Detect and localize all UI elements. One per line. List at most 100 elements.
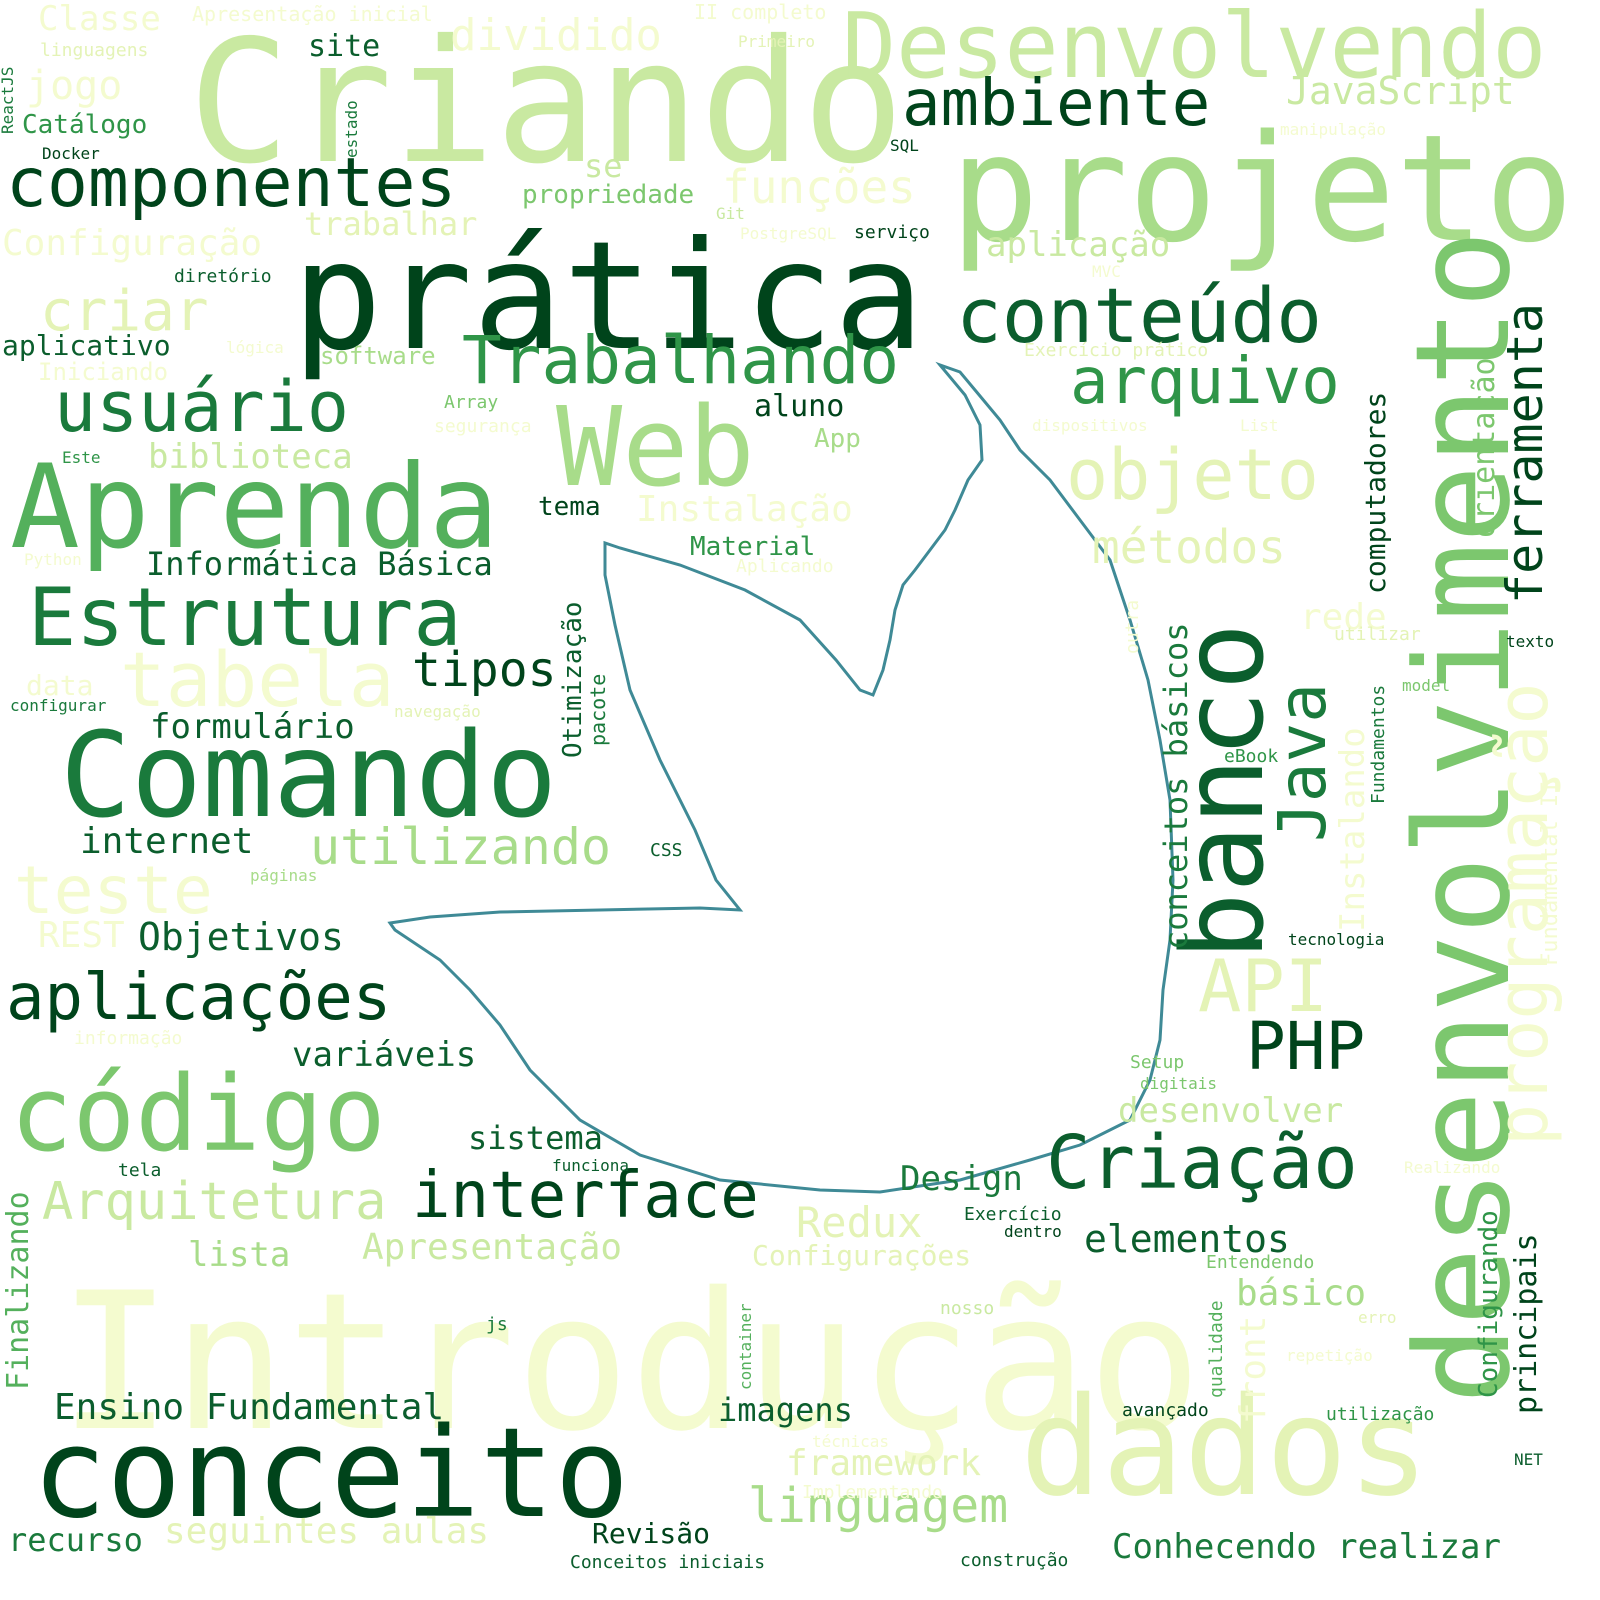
word-criacao: Criação [1046, 1120, 1358, 1206]
word-tabela: tabela [120, 635, 395, 724]
word-linguagens: linguagens [40, 40, 149, 61]
word-navegacao: navegação [394, 702, 481, 721]
word-instalando: Instalando [1333, 727, 1373, 932]
word-list: List [1240, 416, 1279, 435]
word-variaveis: variáveis [292, 1035, 477, 1075]
word-recurso: recurso [8, 1521, 143, 1559]
word-utilizando: utilizando [310, 818, 612, 876]
word-apresentacao-inicial: Apresentação inicial [192, 2, 433, 26]
word-material: Material [690, 532, 816, 562]
word-tipos: tipos [412, 642, 557, 698]
word-trabalhar: trabalhar [304, 205, 478, 243]
word-principais: principais [1509, 1233, 1544, 1414]
word-conteudo: conteúdo [956, 271, 1323, 360]
word-rest: REST [38, 915, 125, 956]
word-tema: tema [538, 492, 601, 522]
word-avancado: avançado [1122, 1400, 1209, 1421]
word-teste: teste [14, 852, 213, 929]
word-diretorio: diretório [174, 266, 272, 287]
word-ambiente: ambiente [902, 67, 1211, 141]
word-construcao: construção [960, 1550, 1069, 1571]
word-desenvolver: desenvolver [1118, 1091, 1344, 1131]
word-postgresql: PostgreSQL [740, 224, 837, 243]
word-aplicacao: aplicação [986, 225, 1171, 265]
word-configurar: configurar [10, 696, 107, 715]
word-criando: Criando [188, 4, 905, 202]
word-aprenda: Aprenda [10, 440, 499, 575]
word-conhecendo-realizar: Conhecendo realizar [1112, 1527, 1501, 1567]
word-redux: Redux [796, 1198, 923, 1247]
word-docker: Docker [42, 144, 100, 163]
word-estrutura: Estrutura [28, 571, 462, 664]
word-array: Array [444, 392, 499, 413]
word-conceitos-iniciais: Conceitos iniciais [570, 1552, 766, 1573]
word-seguintes-aulas: seguintes aulas [164, 1511, 490, 1552]
word-implementando: Implementando [802, 1482, 943, 1503]
word-data: data [26, 669, 94, 702]
word-otimizacao: Otimização [558, 601, 588, 758]
word-exercicio: Exercício [964, 1204, 1062, 1225]
word-orientacao: orientação [1467, 357, 1502, 538]
word-rede: rede [1300, 597, 1387, 638]
word-java: Java [1264, 683, 1341, 842]
word-tecnologia: tecnologia [1288, 930, 1385, 949]
word-classe: Classe [38, 0, 161, 39]
word-repeticao: repetição [1286, 1346, 1373, 1365]
word-mvc: MVC [1092, 262, 1121, 281]
word-ferramenta: ferramenta [1496, 302, 1554, 604]
word-objetivos: Objetivos [138, 915, 344, 959]
word-logica: lógica [226, 338, 284, 357]
word-fundamentos: Fundamentos [1368, 684, 1389, 804]
word-linguagem: linguagem [748, 1478, 1009, 1534]
word-setup: Setup [1130, 1052, 1185, 1073]
word-texto: texto [1506, 632, 1555, 651]
word-dados: dados [1020, 1369, 1430, 1527]
word-funcoes: funções [722, 160, 916, 214]
word-elementos: elementos [1084, 1217, 1290, 1261]
word-digitais: digitais [1140, 1074, 1218, 1093]
word-css: CSS [650, 840, 683, 861]
word-lista: lista [188, 1235, 291, 1275]
word-dispositivos: dispositivos [1032, 416, 1148, 435]
word-internet: internet [80, 821, 254, 862]
word-site: site [308, 29, 381, 64]
word-computadores: computadores [1359, 391, 1392, 594]
word-interface: interface [412, 1159, 759, 1233]
word-git: Git [716, 204, 745, 223]
word-app: App [814, 424, 861, 454]
word-utilizar: utilizar [1334, 624, 1421, 645]
word-arquivo: arquivo [1070, 345, 1340, 419]
word-iniciando: Iniciando [38, 358, 169, 386]
word-basico: básico [1236, 1273, 1367, 1314]
word-imagens: imagens [718, 1391, 853, 1429]
word-erro: erro [1358, 1308, 1397, 1327]
word-conceito: conceito [32, 1402, 630, 1546]
word-aplicacoes: aplicações [6, 961, 392, 1035]
word-dividido: dividido [450, 10, 662, 61]
word-ebook: eBook [1224, 746, 1279, 767]
word-pacote: pacote [586, 673, 610, 746]
word-ensino-fundamental: Ensino Fundamental [54, 1387, 445, 1428]
word-design: Design [900, 1159, 1023, 1199]
word-aplicando: Aplicando [736, 556, 834, 577]
word-tela: tela [118, 1160, 162, 1181]
word-ii-completo: II completo [694, 0, 827, 24]
word-projeto: projeto [950, 103, 1574, 275]
word-se: se [584, 147, 623, 185]
word-outra: outra [1122, 599, 1143, 654]
word-desenvolvendo: Desenvolvendo [842, 0, 1547, 99]
word-paginas: páginas [250, 866, 318, 885]
word-api: API [1198, 944, 1329, 1028]
word-metodos: métodos [1092, 520, 1286, 574]
word-javascript: JavaScript [1286, 69, 1515, 113]
word-servico: serviço [854, 222, 930, 243]
word-objeto: objeto [1066, 434, 1319, 516]
word-biblioteca: biblioteca [148, 437, 353, 477]
word-configuracao: Configuração [2, 223, 263, 264]
word-funciona: funciona [552, 1156, 630, 1175]
word-aplicativo: aplicativo [2, 329, 171, 362]
word-sql: SQL [890, 136, 919, 155]
word-front: front [1233, 1315, 1274, 1424]
word-tecnicas: técnicas [812, 1432, 890, 1451]
